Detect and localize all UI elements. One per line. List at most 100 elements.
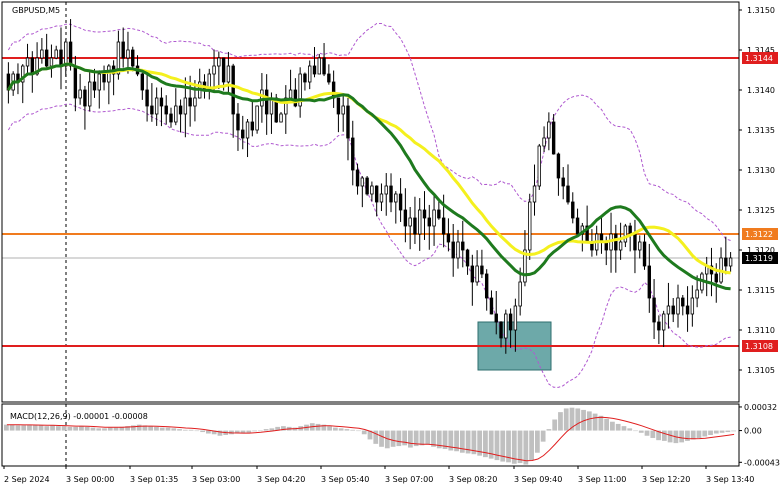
price-tick-label: 1.3120 — [747, 246, 775, 255]
macd-histogram-bar — [142, 425, 148, 431]
macd-histogram-bar — [436, 430, 442, 449]
candle-body — [441, 217, 446, 235]
candle-body — [523, 249, 527, 283]
macd-histogram-bar — [200, 430, 206, 433]
candle-body — [403, 209, 408, 227]
macd-histogram-bar — [194, 430, 200, 432]
candle-body — [241, 129, 245, 139]
candle-body — [336, 97, 341, 115]
macd-histogram-bar — [586, 411, 592, 431]
candle-body — [341, 105, 345, 115]
candle-body — [284, 97, 288, 115]
candle-body — [25, 57, 30, 67]
fast-ma-line — [7, 62, 731, 291]
price-tick-label: 1.3115 — [747, 286, 775, 295]
macd-histogram-bar — [257, 430, 263, 432]
candle-body — [49, 57, 54, 67]
macd-histogram-bar — [344, 429, 350, 431]
macd-histogram-bar — [350, 429, 356, 431]
macd-panel[interactable]: 0.00032 0.00 -0.00043 — [4, 403, 780, 467]
candle-body — [68, 41, 73, 67]
level-label: 1.3108 — [745, 342, 773, 351]
candle-body — [30, 57, 35, 75]
macd-histogram-bar — [667, 430, 673, 443]
macd-histogram-bar — [240, 430, 246, 434]
macd-histogram-bar — [373, 430, 379, 444]
macd-histogram-bar — [102, 428, 107, 431]
macd-histogram-bar — [50, 425, 55, 431]
candle-body — [638, 241, 642, 251]
macd-histogram-bar — [379, 430, 384, 447]
price-tick-label: 1.3150 — [747, 6, 775, 15]
macd-histogram-bar — [32, 425, 38, 431]
candle-body — [174, 105, 178, 123]
macd-signal-line — [6, 416, 735, 462]
candle-body — [97, 73, 101, 91]
candle-body — [728, 257, 733, 267]
macd-histogram-bar — [644, 430, 650, 436]
candle-body — [250, 121, 255, 131]
candle-body — [154, 97, 159, 115]
candle-body — [537, 145, 541, 187]
candle-body — [308, 65, 312, 83]
candle-body — [178, 105, 183, 115]
level-label-box — [742, 228, 778, 240]
candle-body — [508, 313, 513, 331]
candle-body — [642, 241, 647, 267]
macd-histogram-bar — [546, 429, 552, 431]
candle-body — [236, 113, 240, 131]
macd-histogram-bar — [130, 425, 136, 431]
macd-histogram-bar — [731, 430, 736, 432]
candle-body — [408, 217, 412, 227]
candle-body — [92, 81, 97, 91]
macd-histogram-bar — [84, 426, 90, 431]
macd-histogram-bar — [540, 430, 546, 442]
price-panel[interactable]: 1.3150 1.3145 1.3140 1.3135 1.3130 1.3125 1.31… — [2, 2, 778, 484]
macd-histogram-bar — [113, 427, 119, 431]
macd-histogram-bar — [206, 430, 211, 434]
chart-frame — [1, 1, 740, 467]
macd-histogram-bar — [425, 430, 431, 445]
candle-body — [394, 193, 398, 203]
bollinger-lower — [7, 103, 731, 388]
macd-histogram-bar — [402, 430, 408, 446]
bollinger-upper — [7, 23, 731, 241]
candle-body — [279, 113, 283, 123]
level-label-box — [742, 52, 778, 64]
macd-histogram-bar — [67, 426, 73, 431]
candle-body — [260, 89, 264, 107]
candle-body — [116, 41, 121, 75]
macd-histogram-bar — [21, 425, 27, 431]
macd-histogram-bar — [719, 430, 725, 433]
macd-histogram-bar — [621, 426, 627, 431]
macd-histogram-bar — [61, 426, 67, 431]
price-tick-label: 1.3125 — [747, 206, 775, 215]
candle-body — [346, 105, 350, 139]
macd-histogram-bar — [679, 430, 685, 443]
macd-tick-label: -0.00043 — [744, 458, 780, 467]
candle-body — [312, 65, 317, 75]
candle-body — [150, 105, 154, 115]
macd-histogram-bar — [488, 430, 494, 459]
candle-body — [724, 257, 728, 267]
candle-body — [231, 65, 235, 115]
macd-histogram-bar — [263, 429, 269, 431]
candle-body — [571, 201, 575, 219]
candle-body — [575, 217, 580, 235]
macd-histogram-bar — [552, 419, 558, 431]
candle-body — [64, 41, 68, 67]
macd-histogram-bar — [367, 430, 373, 440]
macd-histogram-bar — [90, 427, 96, 431]
time-tick-label: 3 Sep 07:00 — [385, 475, 433, 484]
candle-body — [618, 241, 623, 251]
macd-histogram-bar — [696, 430, 702, 438]
candle-body — [126, 49, 130, 59]
macd-histogram-bar — [725, 430, 731, 433]
candle-body — [140, 73, 145, 91]
candle-body — [35, 57, 39, 75]
time-tick-label: 3 Sep 00:00 — [66, 475, 114, 484]
level-label: 1.3122 — [745, 230, 773, 239]
macd-histogram-bar — [465, 430, 471, 454]
macd-histogram-bar — [523, 430, 529, 465]
